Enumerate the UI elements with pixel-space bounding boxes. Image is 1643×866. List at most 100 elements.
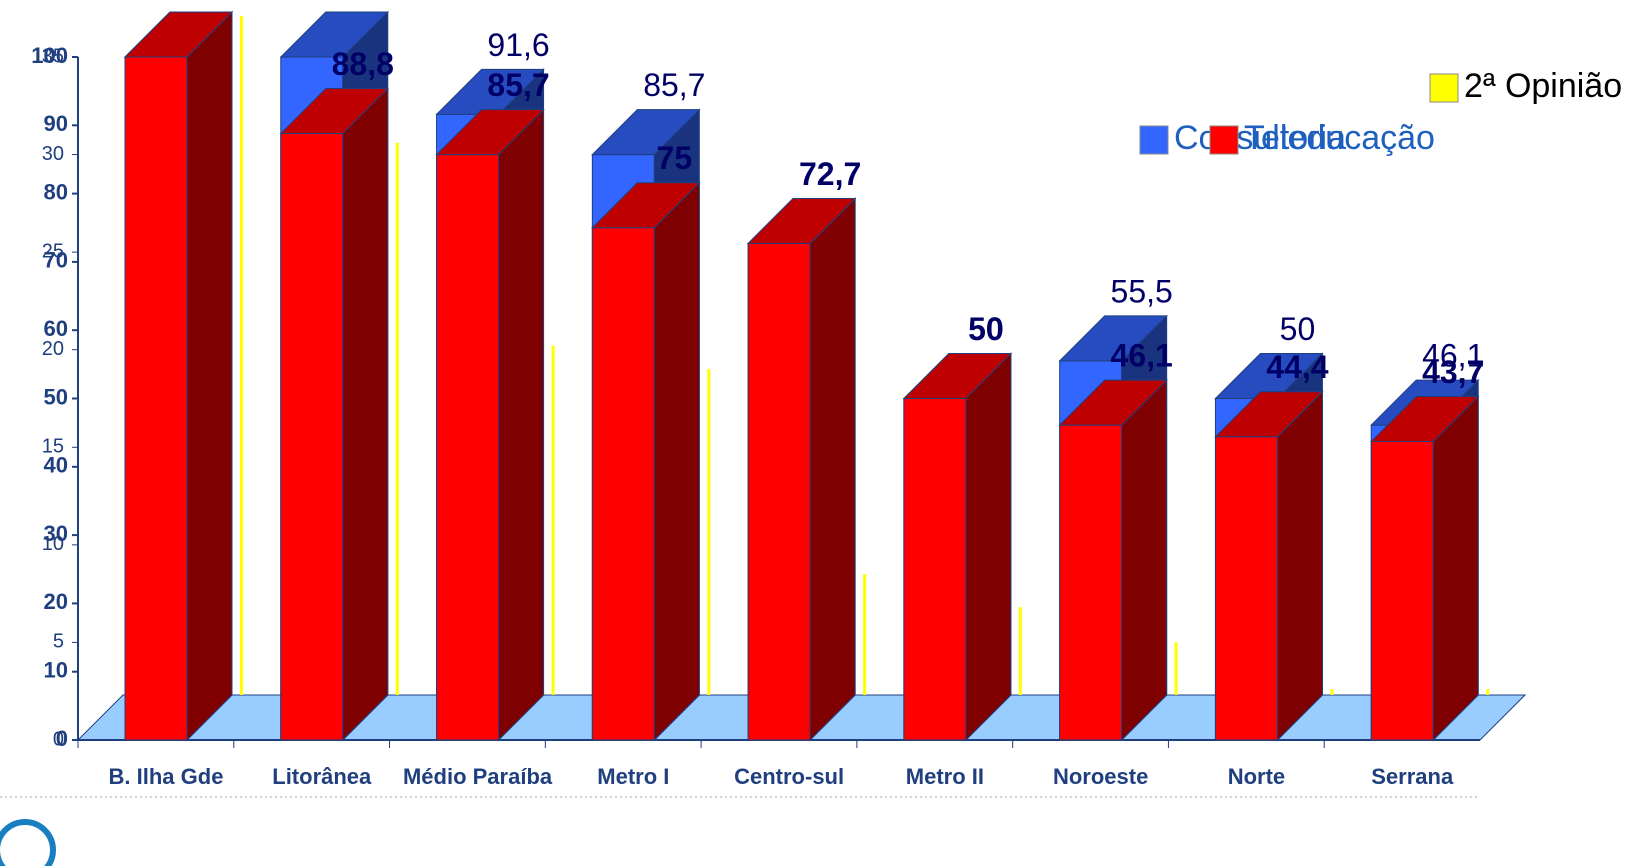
bar-face bbox=[280, 132, 344, 741]
value-label: 50 bbox=[968, 311, 1004, 347]
y2-tick-label: 20 bbox=[42, 338, 64, 360]
legend-swatch bbox=[1139, 125, 1169, 155]
y2-tick-label: 30 bbox=[42, 143, 64, 165]
bar-face bbox=[124, 56, 188, 741]
value-label: 50 bbox=[968, 311, 1004, 347]
y-tick-label: 100 bbox=[31, 43, 68, 68]
value-label: 91,6 bbox=[487, 27, 549, 63]
value-label: 72,7 bbox=[799, 156, 861, 192]
value-label: 46,1 bbox=[1422, 338, 1484, 374]
bar-face bbox=[809, 197, 856, 742]
y2-tick-label: 35 bbox=[42, 45, 64, 67]
x-tick-label: Norte bbox=[1228, 764, 1285, 789]
y-tick-label: 0 bbox=[56, 726, 68, 751]
value-label: 72,7 bbox=[799, 156, 861, 192]
bar bbox=[279, 87, 389, 742]
bar bbox=[240, 15, 243, 696]
value-label: 88,8 bbox=[332, 46, 394, 82]
bar bbox=[1330, 689, 1334, 695]
x-tick-label: B. Ilha Gde bbox=[109, 764, 224, 789]
bar-face bbox=[1058, 379, 1168, 426]
bar-face bbox=[591, 109, 701, 156]
y2-tick-label: 5 bbox=[53, 631, 64, 653]
bar bbox=[551, 345, 555, 695]
bar bbox=[746, 197, 857, 742]
bar bbox=[902, 352, 1013, 742]
x-tick-label: Litorânea bbox=[272, 764, 372, 789]
bar-face bbox=[1276, 390, 1323, 742]
bar-face bbox=[1370, 441, 1434, 741]
bar-face bbox=[1059, 424, 1123, 741]
value-label: 44,4 bbox=[1266, 349, 1328, 385]
y2-tick-label: 0 bbox=[53, 728, 64, 750]
y2-tick-label: 15 bbox=[42, 436, 64, 458]
bar-face bbox=[591, 227, 655, 741]
bar bbox=[1486, 689, 1490, 695]
value-label: 55,5 bbox=[1111, 273, 1173, 309]
bar-face bbox=[436, 154, 500, 741]
bar bbox=[1214, 390, 1324, 742]
x-tick-label: Noroeste bbox=[1053, 764, 1148, 789]
bar-face bbox=[1432, 395, 1479, 742]
bar-face bbox=[746, 197, 857, 244]
value-label: 85,7 bbox=[487, 67, 549, 103]
bar-face bbox=[1370, 396, 1480, 443]
bar bbox=[435, 108, 545, 742]
bar-face bbox=[279, 11, 389, 58]
bar-face bbox=[1214, 391, 1324, 438]
bar-face bbox=[123, 11, 234, 58]
legend-label: Teleducação bbox=[1244, 119, 1435, 157]
x-tick-label: Metro II bbox=[906, 764, 984, 789]
bar-face bbox=[1121, 378, 1168, 742]
bar bbox=[1370, 395, 1480, 742]
legend-label: Consultoria bbox=[1174, 119, 1346, 157]
value-label: 100 bbox=[180, 0, 233, 5]
bar-face bbox=[903, 398, 967, 741]
y-tick-label: 60 bbox=[44, 316, 68, 341]
x-tick-label: Centro-sul bbox=[734, 764, 844, 789]
bar-face bbox=[1214, 436, 1278, 741]
legend-swatch bbox=[1209, 125, 1239, 155]
bar bbox=[863, 574, 867, 695]
value-label: 100 bbox=[180, 0, 233, 5]
y2-tick-label: 10 bbox=[42, 533, 64, 555]
y-tick-label: 50 bbox=[44, 384, 68, 409]
bar bbox=[707, 369, 711, 695]
bar-face bbox=[342, 87, 389, 742]
bar-face bbox=[435, 109, 545, 156]
bar bbox=[123, 10, 234, 742]
y-tick-label: 20 bbox=[44, 589, 68, 614]
value-label: 50 bbox=[1280, 311, 1316, 347]
y-tick-label: 90 bbox=[44, 111, 68, 136]
bar-face bbox=[279, 87, 389, 134]
bar-face bbox=[498, 108, 545, 742]
bar bbox=[1058, 378, 1168, 742]
bar bbox=[395, 142, 399, 695]
x-tick-label: Serrana bbox=[1371, 764, 1454, 789]
value-label: 46,1 bbox=[1111, 338, 1173, 374]
y-tick-label: 40 bbox=[44, 453, 68, 478]
legend-swatch bbox=[1429, 73, 1459, 103]
value-label: 43,7 bbox=[1422, 354, 1484, 390]
y2-tick-label: 25 bbox=[42, 240, 64, 262]
y-tick-label: 70 bbox=[44, 248, 68, 273]
bar-face bbox=[902, 353, 1013, 399]
x-tick-label: Metro I bbox=[597, 764, 669, 789]
bar-face bbox=[965, 352, 1012, 742]
bar-face bbox=[591, 182, 701, 229]
bar-face bbox=[1058, 315, 1168, 362]
bar-face bbox=[186, 10, 233, 742]
bar-face bbox=[747, 242, 811, 741]
bar bbox=[1174, 642, 1178, 695]
y-tick-label: 10 bbox=[44, 658, 68, 683]
y-tick-label: 30 bbox=[44, 521, 68, 546]
x-tick-label: Médio Paraíba bbox=[403, 764, 553, 789]
bar bbox=[1018, 607, 1022, 695]
y-tick-label: 80 bbox=[44, 179, 68, 204]
value-label: 100 bbox=[336, 0, 389, 5]
logo bbox=[0, 819, 56, 866]
bar-face bbox=[653, 181, 700, 742]
legend-label: 2ª Opinião bbox=[1464, 67, 1622, 105]
bar bbox=[591, 181, 701, 742]
